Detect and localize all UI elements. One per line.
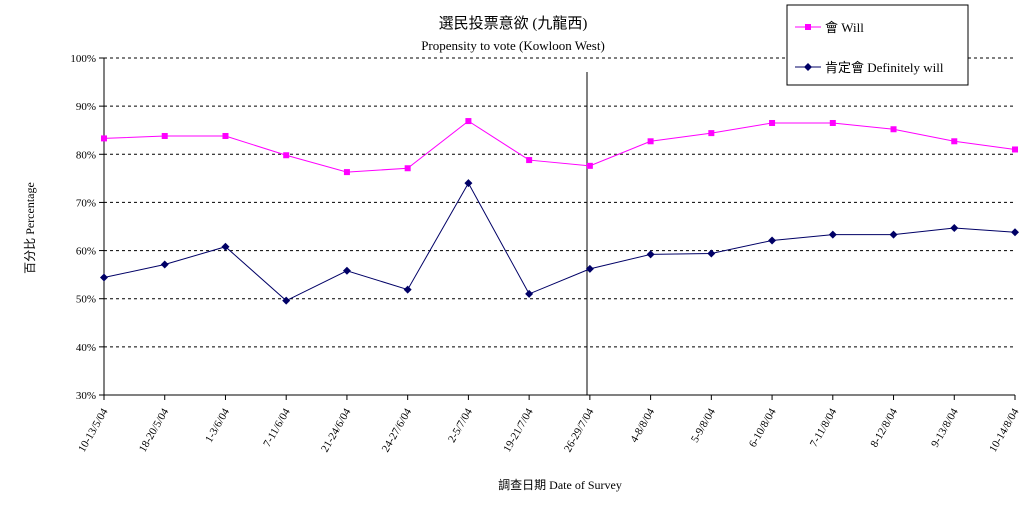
data-point [828,230,837,239]
data-point [343,169,350,176]
legend-label: 會 Will [825,20,864,35]
data-point [647,138,654,145]
data-point [465,118,472,125]
data-point [768,236,777,245]
y-axis-label: 百分比 Percentage [23,182,37,274]
x-tick-label: 10-14/8/04 [987,406,1020,454]
x-tick-label: 6-10/8/04 [747,406,779,449]
data-point [707,249,716,258]
data-point [404,165,411,172]
data-point [1012,146,1018,153]
axes-layer: 30% 40% 50% 60% 70% 80% 90% 100% 10-13/5/04 18-20… [70,53,1020,454]
data-point [282,296,291,305]
data-point [951,138,958,145]
data-point [222,132,229,139]
series-line [103,182,1016,302]
x-axis-label: 調查日期 Date of Survey [498,478,622,492]
data-point [161,132,168,139]
data-point [829,119,836,126]
legend: 會 Will 肯定會 Definitely will [786,4,969,86]
data-point [1011,228,1019,237]
y-tick-label: 70% [76,197,96,209]
data-point [160,260,169,269]
chart-title: 選民投票意欲 (九龍西) [439,14,588,32]
data-point [586,162,593,169]
series-line [103,120,1016,173]
x-tick-label: 4-8/8/04 [628,406,657,445]
x-tick-label: 18-20/5/04 [137,406,172,454]
legend-item: 肯定會 Definitely will [795,60,944,75]
data-point [101,135,107,142]
x-tick-label: 7-11/6/04 [261,406,293,449]
x-tick-label: 21-24/6/04 [319,406,354,454]
x-tick-label: 7-11/8/04 [808,406,840,449]
legend-item: 會 Will [795,20,864,35]
data-point [890,126,897,133]
x-tick-label: 19-21/7/04 [501,406,536,454]
y-tick-label: 90% [76,101,96,113]
y-tick-label: 30% [76,390,96,402]
data-point [221,242,230,251]
legend-marker [804,63,812,71]
data-point [769,119,776,126]
x-tick-label: 2-5/7/04 [446,406,475,445]
data-point [403,285,412,294]
series-1 [101,118,1018,176]
data-point [646,250,655,259]
data-point [708,130,715,137]
x-tick-label: 5-9/8/04 [689,406,718,445]
y-tick-label: 60% [76,246,96,258]
x-tick-label: 24-27/6/04 [380,406,415,454]
chart-subtitle: Propensity to vote (Kowloon West) [421,38,605,53]
legend-label: 肯定會 Definitely will [825,60,944,75]
x-tick-label: 1-3/6/04 [203,406,232,445]
x-tick-label: 9-13/8/04 [929,406,961,449]
y-tick-label: 40% [76,342,96,354]
x-tick-label: 8-12/8/04 [868,406,900,449]
y-tick-label: 80% [76,149,96,161]
data-point [950,223,959,232]
legend-marker [805,24,811,30]
grid-layer [104,57,1015,348]
y-tick-label: 50% [76,294,96,306]
data-point [464,179,473,188]
y-tick-label: 100% [70,53,96,65]
x-tick-label: 26-29/7/04 [562,406,597,454]
data-point [585,264,594,273]
series-2 [100,179,1019,305]
data-point [889,230,898,239]
data-point [283,152,290,159]
series-layer [100,118,1019,305]
legend-box [786,4,969,86]
data-point [100,273,108,282]
data-point [525,289,534,298]
data-point [342,266,351,275]
data-point [526,157,533,164]
x-tick-label: 10-13/5/04 [76,406,111,454]
